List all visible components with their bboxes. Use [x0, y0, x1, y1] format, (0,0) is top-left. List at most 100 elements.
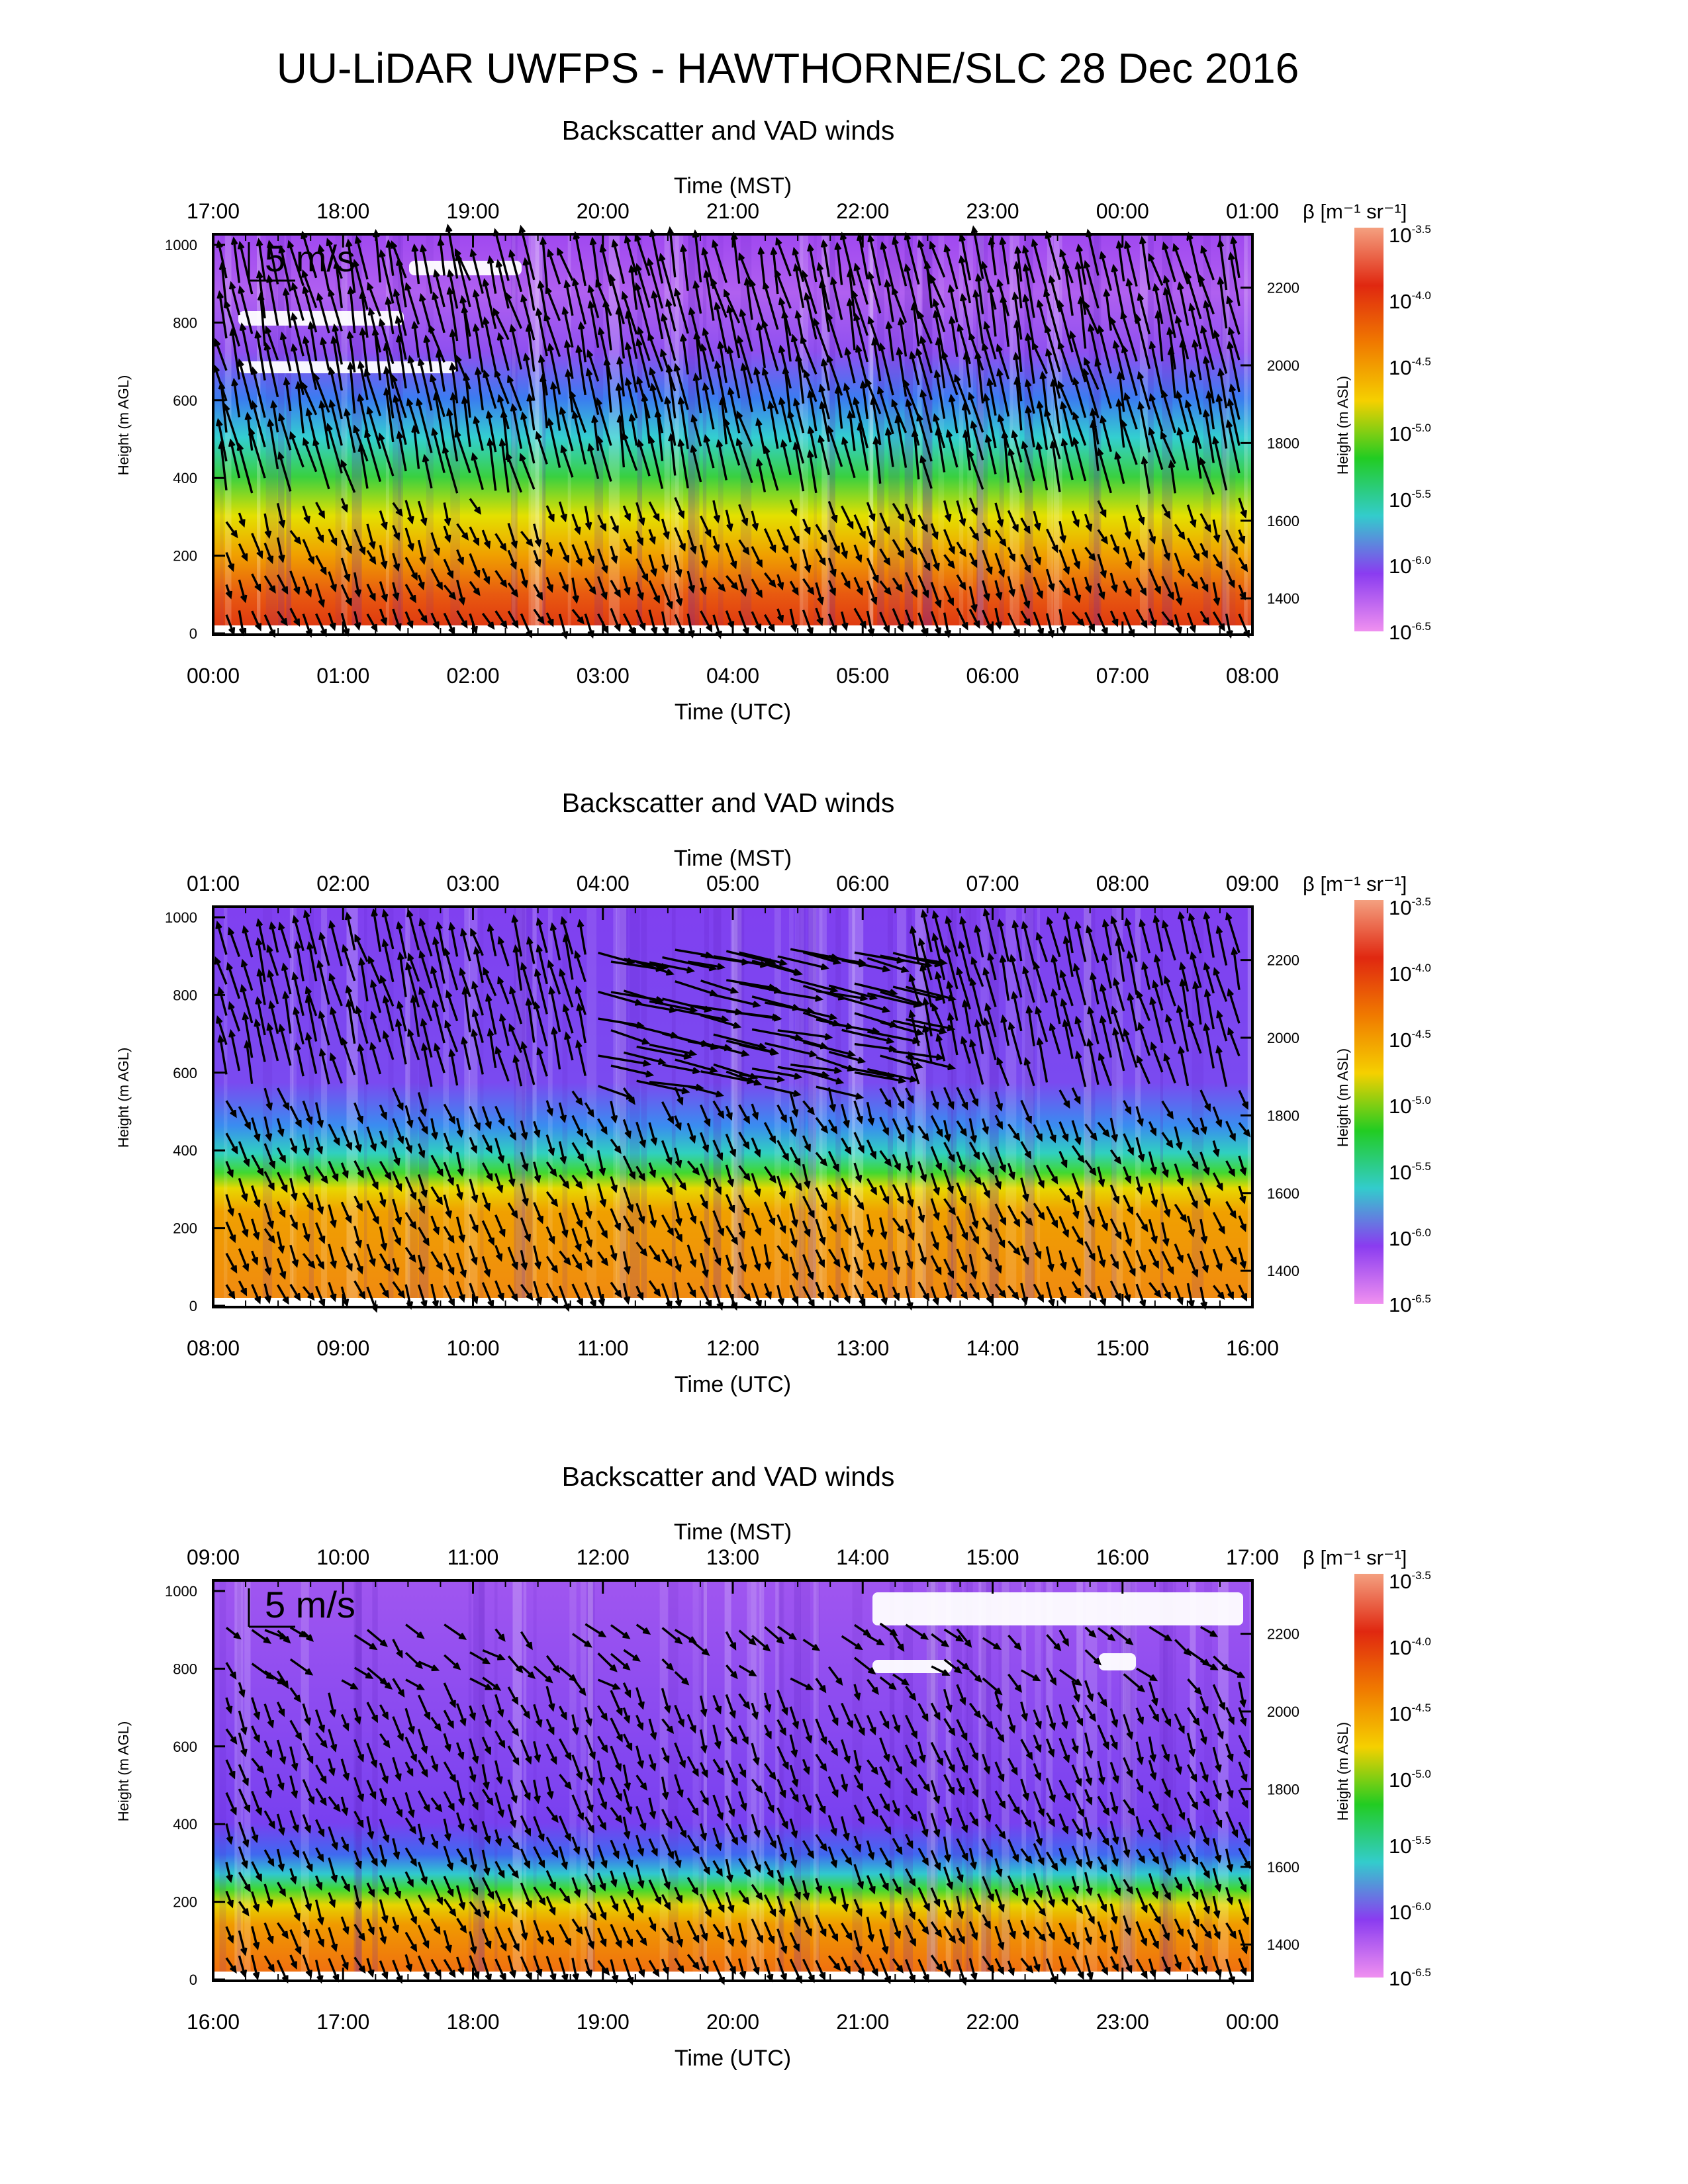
wind-arrow: [789, 1116, 796, 1135]
wind-arrow: [226, 964, 241, 999]
wind-arrow: [1001, 238, 1010, 285]
wind-arrow: [292, 284, 305, 321]
wind-arrow-head: [255, 1807, 262, 1817]
wind-arrow-head: [473, 1971, 480, 1980]
wind-arrow-head: [408, 1809, 415, 1819]
wind-arrow-head: [819, 1237, 826, 1246]
wind-arrow: [456, 255, 471, 308]
wind-arrow-head: [857, 1202, 865, 1210]
wind-arrow-head: [728, 1809, 735, 1817]
wind-arrow-head: [551, 1850, 559, 1858]
wind-arrow: [455, 1152, 463, 1175]
wind-arrow: [701, 345, 715, 395]
wind-arrow: [1058, 1089, 1070, 1107]
wind-arrow-head: [381, 1711, 389, 1721]
wind-arrow-head: [561, 1229, 569, 1238]
wind-arrow-head: [356, 1115, 363, 1124]
wind-arrow-head: [379, 1199, 387, 1208]
x-tick-label-mst: 20:00: [577, 199, 630, 223]
wind-arrow: [353, 1850, 361, 1868]
wind-arrow: [443, 1226, 454, 1242]
wind-arrow-head: [587, 1825, 594, 1834]
wind-arrow: [1060, 971, 1074, 1007]
wind-arrow: [1124, 394, 1138, 430]
wind-arrow-head: [908, 1009, 916, 1019]
wind-arrow-head: [888, 1045, 898, 1053]
wind-arrow-head: [228, 1028, 236, 1038]
wind-arrow: [472, 982, 484, 1016]
wind-arrow: [1020, 1099, 1032, 1122]
wind-arrow-head: [485, 1145, 492, 1154]
wind-arrow-head: [526, 1293, 534, 1301]
wind-arrow: [256, 332, 266, 381]
wind-arrow: [976, 275, 984, 314]
wind-arrow: [533, 1665, 552, 1683]
wind-arrow: [880, 1054, 921, 1068]
wind-arrow-head: [225, 590, 232, 600]
wind-arrow: [494, 371, 510, 404]
wind-arrow-head: [294, 536, 302, 545]
wind-arrow-head: [948, 1154, 955, 1163]
wind-arrow-head: [996, 1056, 1004, 1066]
wind-arrow-head: [1213, 597, 1221, 606]
wind-arrow-head: [306, 940, 314, 950]
wind-arrow: [972, 227, 984, 279]
wind-arrow: [279, 414, 292, 451]
wind-arrow-head: [315, 1882, 323, 1891]
wind-arrow-head: [716, 1868, 723, 1877]
wind-arrow-head: [755, 418, 763, 427]
wind-arrow: [563, 1005, 574, 1034]
wind-arrow: [225, 1221, 236, 1242]
backscatter-streak: [964, 1580, 968, 1972]
wind-arrow: [265, 344, 279, 398]
wind-arrow: [649, 1043, 695, 1056]
wind-arrow-head: [807, 243, 814, 252]
wind-arrow-head: [995, 592, 1003, 601]
wind-arrow: [661, 1868, 670, 1888]
wind-arrow-head: [571, 410, 579, 419]
wind-arrow: [571, 1877, 581, 1896]
wind-arrow-head: [599, 1822, 606, 1831]
wind-arrow: [302, 1850, 313, 1871]
wind-arrow: [790, 978, 837, 992]
wind-arrow: [392, 1877, 401, 1897]
wind-arrow-head: [751, 1711, 759, 1721]
wind-arrow-head: [773, 1014, 782, 1022]
wind-arrow: [659, 255, 677, 307]
wind-arrow: [342, 1038, 356, 1075]
wind-arrow: [489, 257, 497, 294]
wind-arrow-head: [1175, 1142, 1183, 1151]
wind-arrow-head: [379, 249, 386, 258]
wind-arrow-head: [422, 1940, 430, 1949]
wind-arrow: [315, 1819, 324, 1836]
wind-arrow-head: [1162, 275, 1170, 284]
wind-arrow-head: [1166, 1111, 1174, 1120]
wind-arrow: [544, 314, 561, 357]
wind-arrow: [507, 1719, 519, 1735]
wind-arrow-head: [624, 341, 632, 351]
wind-arrow: [558, 1212, 568, 1236]
wind-arrow: [912, 304, 920, 347]
wind-arrow: [681, 336, 689, 375]
wind-arrow: [1186, 504, 1196, 526]
wind-arrow-head: [512, 1943, 520, 1952]
wind-arrow: [561, 446, 574, 478]
x-tick-label-utc: 08:00: [187, 1336, 240, 1360]
wind-arrow: [558, 1815, 571, 1841]
wind-arrow-head: [393, 1158, 400, 1167]
wind-arrow-head: [984, 433, 992, 443]
backscatter-streak: [907, 907, 912, 1298]
wind-arrow: [571, 1676, 586, 1695]
wind-arrow: [1174, 582, 1182, 604]
wind-arrow-head: [548, 985, 555, 995]
wind-arrow-head: [748, 1637, 757, 1646]
wind-arrow: [789, 1285, 798, 1303]
wind-arrow-head: [1138, 516, 1145, 525]
wind-arrow: [498, 396, 510, 430]
wind-arrow: [725, 1727, 737, 1743]
wind-arrow-head: [459, 295, 467, 304]
wind-arrow: [622, 1764, 630, 1789]
wind-arrow: [229, 440, 241, 478]
wind-arrow: [637, 441, 651, 477]
wind-arrow: [879, 1116, 889, 1134]
